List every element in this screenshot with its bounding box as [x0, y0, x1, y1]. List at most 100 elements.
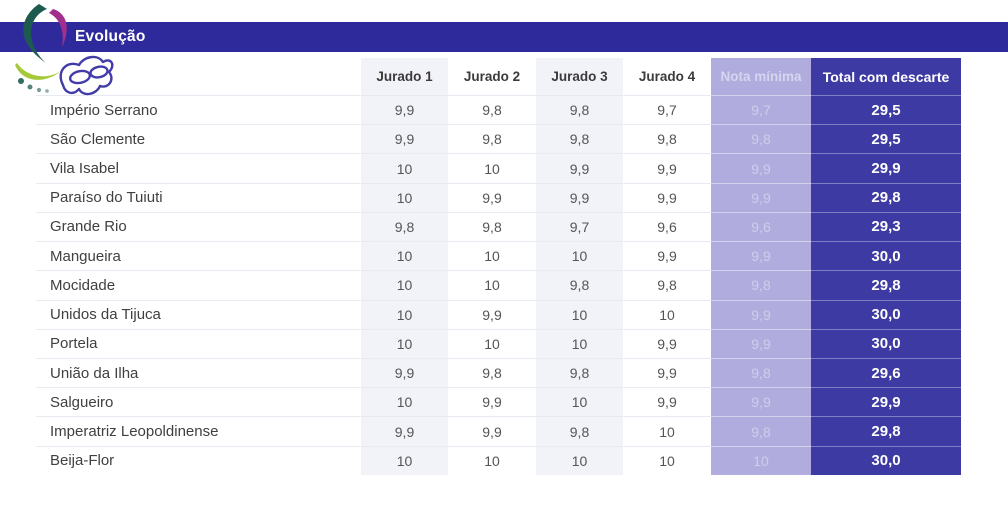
score-jurado-1: 10	[361, 241, 448, 271]
score-total: 29,3	[811, 211, 961, 242]
score-jurado-2: 9,9	[448, 299, 536, 329]
score-jurado-2: 10	[448, 241, 536, 271]
school-name: Vila Isabel	[36, 153, 361, 182]
score-nota-minima: 9,9	[711, 387, 811, 417]
table-header-row: Jurado 1 Jurado 2 Jurado 3 Jurado 4 Nota…	[36, 58, 961, 95]
score-jurado-3: 9,8	[536, 416, 623, 446]
score-nota-minima: 9,8	[711, 357, 811, 388]
score-jurado-3: 9,8	[536, 270, 623, 300]
school-name: Unidos da Tijuca	[36, 299, 361, 329]
school-name: Portela	[36, 328, 361, 358]
table-row: União da Ilha 9,9 9,8 9,8 9,9 9,8 29,6	[36, 357, 961, 388]
school-name: Imperatriz Leopoldinense	[36, 416, 361, 445]
table-row: Grande Rio 9,8 9,8 9,7 9,6 9,6 29,3	[36, 211, 961, 242]
column-header-total: Total com descarte	[811, 58, 961, 95]
score-jurado-2: 10	[448, 270, 536, 300]
score-jurado-2: 9,8	[448, 211, 536, 242]
score-jurado-1: 10	[361, 153, 448, 183]
score-jurado-4: 9,9	[623, 357, 711, 388]
swoosh-lime	[15, 63, 61, 80]
score-jurado-1: 10	[361, 328, 448, 358]
score-nota-minima: 9,9	[711, 241, 811, 271]
score-jurado-2: 9,8	[448, 357, 536, 388]
table-row: Paraíso do Tuiuti 10 9,9 9,9 9,9 9,9 29,…	[36, 182, 961, 212]
carnival-logo	[6, 2, 118, 106]
swoosh-teal	[23, 4, 47, 63]
category-title: Evolução	[75, 28, 146, 45]
carnival-mask-icon	[59, 55, 114, 96]
table-row: Mocidade 10 10 9,8 9,8 9,8 29,8	[36, 270, 961, 300]
score-jurado-4: 9,9	[623, 153, 711, 183]
score-jurado-3: 10	[536, 328, 623, 358]
table-row: Império Serrano 9,9 9,8 9,8 9,7 9,7 29,5	[36, 95, 961, 125]
score-jurado-2: 9,8	[448, 95, 536, 125]
scores-table: Jurado 1 Jurado 2 Jurado 3 Jurado 4 Nota…	[36, 58, 961, 475]
score-jurado-3: 9,8	[536, 124, 623, 154]
score-jurado-1: 9,9	[361, 95, 448, 125]
score-jurado-3: 9,9	[536, 153, 623, 183]
score-nota-minima: 9,9	[711, 182, 811, 212]
score-total: 29,5	[811, 124, 961, 154]
score-total: 30,0	[811, 445, 961, 475]
score-total: 29,9	[811, 153, 961, 183]
school-name: Salgueiro	[36, 387, 361, 416]
table-row: Beija-Flor 10 10 10 10 10 30,0	[36, 445, 961, 475]
school-name: São Clemente	[36, 124, 361, 153]
score-nota-minima: 9,9	[711, 328, 811, 358]
score-nota-minima: 9,7	[711, 95, 811, 125]
score-jurado-4: 9,7	[623, 95, 711, 125]
score-jurado-1: 10	[361, 445, 448, 475]
score-jurado-4: 9,9	[623, 387, 711, 417]
score-total: 29,9	[811, 387, 961, 417]
score-nota-minima: 9,8	[711, 124, 811, 154]
category-header-bar: Evolução	[0, 22, 1008, 52]
school-name: Mocidade	[36, 270, 361, 299]
score-jurado-4: 9,9	[623, 328, 711, 358]
score-jurado-4: 9,8	[623, 270, 711, 300]
score-nota-minima: 9,8	[711, 270, 811, 300]
score-jurado-3: 10	[536, 387, 623, 417]
column-header-jurado-1: Jurado 1	[361, 58, 448, 95]
score-jurado-3: 9,7	[536, 211, 623, 242]
column-header-jurado-3: Jurado 3	[536, 58, 623, 95]
school-name: Paraíso do Tuiuti	[36, 182, 361, 212]
school-name: Beija-Flor	[36, 445, 361, 475]
score-total: 29,8	[811, 416, 961, 446]
score-jurado-4: 9,8	[623, 124, 711, 154]
school-name: Mangueira	[36, 241, 361, 270]
table-row: Imperatriz Leopoldinense 9,9 9,9 9,8 10 …	[36, 416, 961, 446]
score-jurado-4: 10	[623, 299, 711, 329]
score-total: 30,0	[811, 241, 961, 271]
score-jurado-4: 10	[623, 416, 711, 446]
column-header-jurado-2: Jurado 2	[448, 58, 536, 95]
school-name: União da Ilha	[36, 357, 361, 387]
score-jurado-4: 9,6	[623, 211, 711, 242]
score-jurado-3: 9,8	[536, 95, 623, 125]
score-jurado-4: 9,9	[623, 182, 711, 212]
score-jurado-1: 10	[361, 299, 448, 329]
score-jurado-2: 10	[448, 328, 536, 358]
score-jurado-1: 9,9	[361, 416, 448, 446]
table-row: Vila Isabel 10 10 9,9 9,9 9,9 29,9	[36, 153, 961, 183]
score-jurado-3: 10	[536, 299, 623, 329]
score-jurado-2: 9,9	[448, 387, 536, 417]
score-jurado-2: 10	[448, 153, 536, 183]
score-jurado-4: 10	[623, 445, 711, 475]
table-row: Unidos da Tijuca 10 9,9 10 10 9,9 30,0	[36, 299, 961, 329]
score-total: 30,0	[811, 328, 961, 358]
table-row: Salgueiro 10 9,9 10 9,9 9,9 29,9	[36, 387, 961, 417]
score-jurado-1: 10	[361, 387, 448, 417]
score-nota-minima: 9,9	[711, 299, 811, 329]
score-jurado-3: 9,9	[536, 182, 623, 212]
score-total: 29,8	[811, 270, 961, 300]
score-total: 29,5	[811, 95, 961, 125]
swoosh-magenta	[49, 9, 67, 47]
score-jurado-1: 9,9	[361, 124, 448, 154]
table-row: Mangueira 10 10 10 9,9 9,9 30,0	[36, 241, 961, 271]
score-nota-minima: 10	[711, 445, 811, 475]
score-jurado-2: 10	[448, 445, 536, 475]
score-jurado-1: 10	[361, 182, 448, 212]
score-total: 29,8	[811, 182, 961, 212]
score-jurado-2: 9,9	[448, 416, 536, 446]
